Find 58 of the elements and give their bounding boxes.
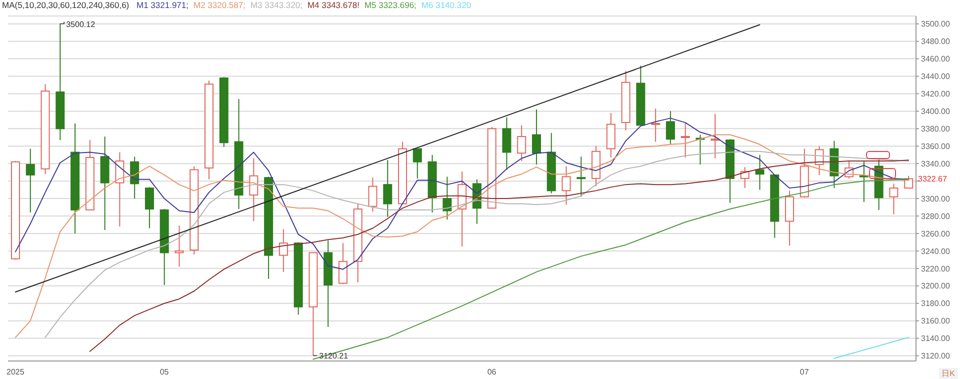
y-tick-label: 3420.00 xyxy=(921,90,950,99)
candlestick xyxy=(755,154,764,190)
candlestick xyxy=(651,108,660,142)
text: 日K xyxy=(938,368,958,379)
candlestick xyxy=(174,225,184,268)
candlestick xyxy=(576,156,586,198)
x-tick-label: 06 xyxy=(487,368,497,377)
legend-title: MA(5,10,20,30,60,120,240,360,6) xyxy=(2,0,130,10)
candlestick xyxy=(338,242,348,285)
candlestick xyxy=(115,152,124,227)
candlestick xyxy=(859,160,868,203)
annotation: 3500.12 xyxy=(66,20,96,29)
candlestick xyxy=(26,148,35,214)
annotation: 3120.21 xyxy=(319,352,349,361)
y-tick-label: 3160.00 xyxy=(921,316,950,326)
candlestick xyxy=(517,124,526,162)
x-tick-label: 05 xyxy=(160,368,170,377)
text: 3322.67 xyxy=(918,174,948,184)
y-tick-label: 3260.00 xyxy=(921,229,950,238)
y-tick-label: 3500.00 xyxy=(921,20,950,29)
y-tick-label: 3140.00 xyxy=(921,334,950,344)
candlestick xyxy=(383,160,392,218)
candlestick xyxy=(904,175,914,189)
y-tick-label: 3280.00 xyxy=(921,212,950,221)
candlestick xyxy=(666,110,675,145)
y-tick-label: 3200.00 xyxy=(921,282,950,291)
y-tick-label: 3180.00 xyxy=(921,299,950,308)
y-tick-label: 3460.00 xyxy=(921,54,950,64)
candlestick xyxy=(502,116,512,170)
candlestick xyxy=(144,186,154,229)
candlestick xyxy=(680,122,690,158)
candlestick xyxy=(412,148,422,179)
y-tick-label: 3440.00 xyxy=(921,72,950,82)
candlestick xyxy=(368,177,378,212)
candlestick xyxy=(889,183,898,215)
y-tick-label: 3240.00 xyxy=(921,246,950,256)
y-tick-label: 3480.00 xyxy=(921,37,950,46)
y-tick-label: 3360.00 xyxy=(921,142,950,151)
text: M2 3320.587; xyxy=(193,0,246,10)
text: M3 3343.320; xyxy=(250,0,302,10)
candlestick xyxy=(249,158,258,222)
text: M6 3140.320 xyxy=(421,0,472,10)
candlestick xyxy=(532,108,541,165)
y-tick-label: 3120.00 xyxy=(921,352,950,361)
text: M5 3323.696; xyxy=(364,0,416,10)
y-tick-label: 3340.00 xyxy=(921,159,950,168)
x-tick-label: 2025 xyxy=(6,368,25,377)
y-tick-label: 3220.00 xyxy=(921,264,950,274)
y-tick-label: 3400.00 xyxy=(921,107,950,116)
y-tick-label: 3300.00 xyxy=(921,194,950,204)
x-tick-label: 07 xyxy=(800,368,810,377)
candlestick xyxy=(278,228,288,272)
candlestick xyxy=(442,176,452,220)
text: M1 3321.971; xyxy=(136,0,188,10)
candlestick xyxy=(710,113,720,159)
candlestick xyxy=(562,166,571,206)
text: M4 3343.678! xyxy=(307,0,360,10)
y-tick-label: 3380.00 xyxy=(921,124,950,134)
